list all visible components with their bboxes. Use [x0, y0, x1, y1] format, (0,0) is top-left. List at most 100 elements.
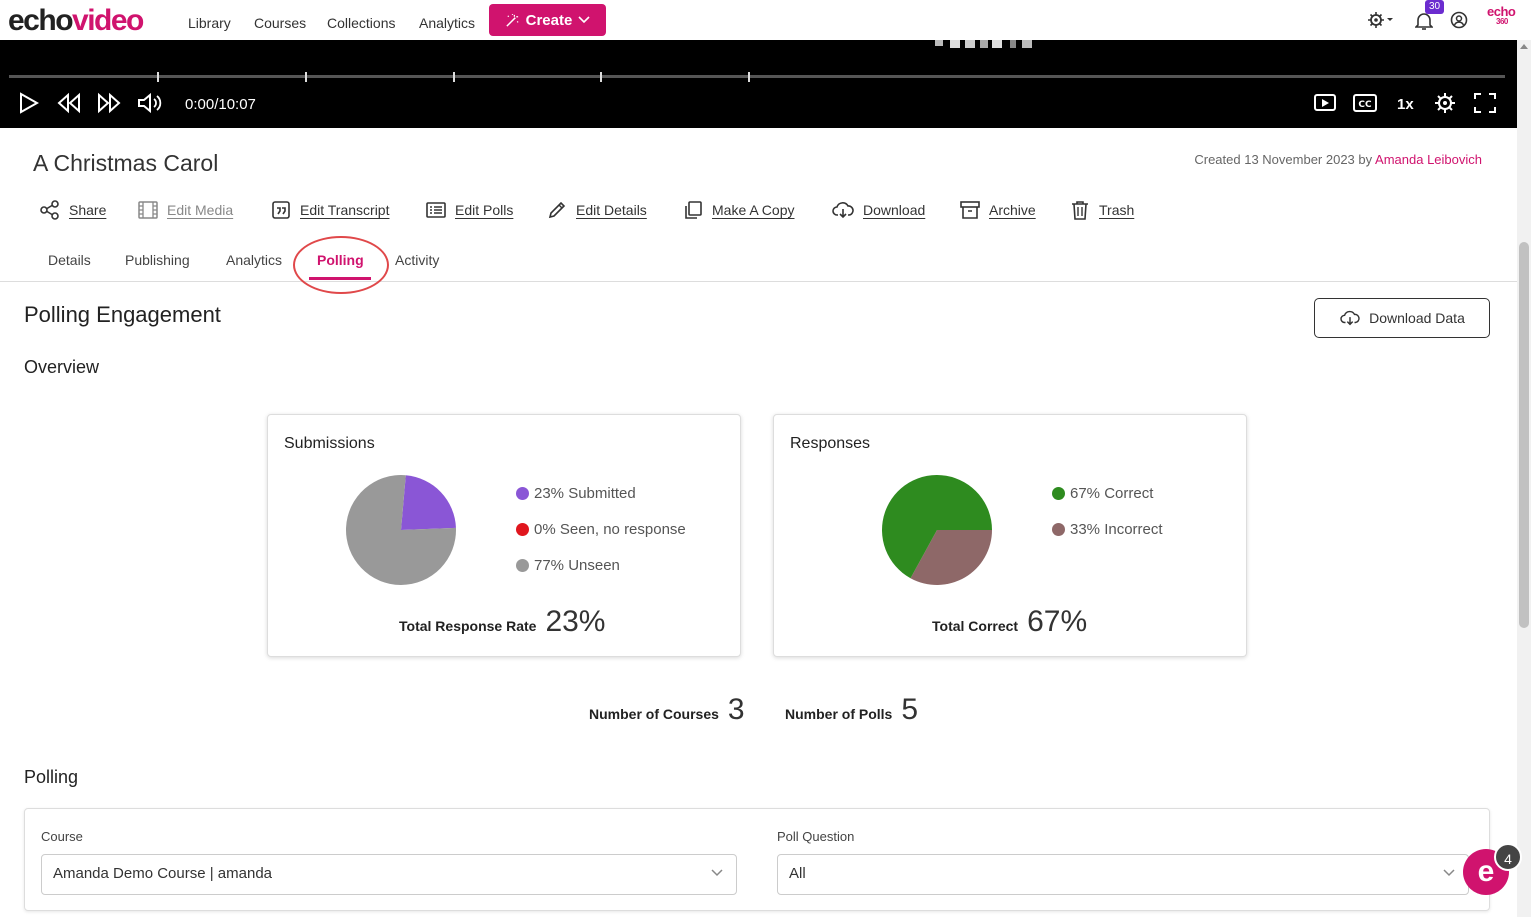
- video-scrub-bar[interactable]: [9, 75, 1505, 78]
- chapter-marker[interactable]: [305, 72, 307, 82]
- created-info: Created 13 November 2023 by Amanda Leibo…: [1194, 152, 1482, 167]
- nav-collections[interactable]: Collections: [327, 15, 396, 31]
- fast-forward-icon[interactable]: [96, 92, 122, 114]
- course-select[interactable]: Amanda Demo Course | amanda: [41, 854, 737, 895]
- player-settings-icon[interactable]: [1434, 92, 1456, 114]
- pie-slice: [346, 475, 456, 585]
- nav-courses[interactable]: Courses: [254, 15, 307, 31]
- submissions-card: Submissions 23% Submitted 0% Seen, no re…: [267, 414, 741, 657]
- tab-publishing[interactable]: Publishing: [125, 252, 190, 268]
- echo360-brand[interactable]: echo 360: [1487, 5, 1516, 27]
- courses-count-label: Number of Courses: [589, 706, 719, 722]
- edit-polls-label: Edit Polls: [455, 202, 514, 218]
- submissions-title: Submissions: [284, 435, 375, 452]
- create-button[interactable]: Create: [489, 4, 606, 36]
- make-a-copy-action[interactable]: Make A Copy: [683, 200, 795, 220]
- legend-unseen: 77% Unseen: [516, 557, 620, 574]
- submissions-pie-chart: [346, 475, 456, 585]
- legend-dot: [516, 523, 529, 536]
- tab-activity[interactable]: Activity: [395, 252, 440, 268]
- annotation-circle: [293, 236, 389, 294]
- chapter-marker[interactable]: [600, 72, 602, 82]
- chapter-marker[interactable]: [748, 72, 750, 82]
- copy-icon: [685, 201, 702, 219]
- quote-box-icon: [272, 201, 290, 219]
- chapter-marker[interactable]: [157, 72, 159, 82]
- logo-video-text: video: [72, 4, 144, 37]
- poll-question-select-value: All: [789, 865, 806, 882]
- edit-transcript-action[interactable]: Edit Transcript: [271, 200, 389, 220]
- legend-label: 77% Unseen: [534, 557, 620, 574]
- edit-polls-action[interactable]: Edit Polls: [426, 200, 513, 220]
- user-account-icon[interactable]: [1450, 11, 1468, 29]
- echovideo-logo[interactable]: echovideo: [8, 4, 144, 38]
- download-action[interactable]: Download: [832, 200, 925, 220]
- chevron-down-icon: [711, 869, 723, 877]
- notification-badge: 30: [1425, 0, 1444, 14]
- chat-widget-letter: e: [1477, 855, 1495, 888]
- edit-details-label: Edit Details: [576, 202, 647, 218]
- total-response-rate-value: 23%: [545, 605, 606, 638]
- total-response-rate-label: Total Response Rate: [399, 618, 537, 634]
- poll-question-select[interactable]: All: [777, 854, 1469, 895]
- archive-action[interactable]: Archive: [960, 200, 1036, 220]
- playback-time: 0:00/10:07: [185, 96, 256, 113]
- polling-filter-panel: Course Amanda Demo Course | amanda Poll …: [24, 808, 1490, 911]
- nav-library[interactable]: Library: [188, 15, 231, 31]
- bell-icon[interactable]: [1415, 11, 1433, 31]
- legend-label: 33% Incorrect: [1070, 521, 1163, 538]
- volume-icon[interactable]: [137, 92, 163, 114]
- create-label: Create: [525, 11, 573, 29]
- legend-submitted: 23% Submitted: [516, 485, 636, 502]
- svg-text:CC: CC: [1358, 100, 1372, 110]
- chevron-down-icon: [578, 16, 590, 24]
- course-select-label: Course: [41, 829, 83, 844]
- rewind-icon[interactable]: [56, 92, 82, 114]
- total-correct-value: 67%: [1027, 605, 1088, 638]
- page-scrollbar[interactable]: [1517, 40, 1531, 917]
- overview-heading: Overview: [24, 357, 100, 377]
- edit-media-label: Edit Media: [167, 202, 234, 218]
- total-correct-label: Total Correct: [932, 618, 1019, 634]
- scrollbar-thumb[interactable]: [1519, 242, 1529, 628]
- tab-analytics[interactable]: Analytics: [226, 252, 283, 268]
- share-action[interactable]: Share: [40, 200, 106, 220]
- film-icon: [138, 201, 158, 219]
- pie-slice: [910, 530, 992, 585]
- fullscreen-icon[interactable]: [1474, 93, 1496, 113]
- playback-speed[interactable]: 1x: [1397, 96, 1414, 113]
- video-player[interactable]: 0:00/10:07 CC 1x: [0, 40, 1517, 128]
- closed-captions-icon[interactable]: CC: [1353, 93, 1377, 113]
- chapter-marker[interactable]: [453, 72, 455, 82]
- archive-label: Archive: [989, 202, 1036, 218]
- scroll-up-arrow[interactable]: [1520, 44, 1528, 49]
- picture-in-picture-icon[interactable]: [1314, 93, 1336, 113]
- top-navigation: echovideo Library Courses Collections An…: [0, 0, 1531, 40]
- edit-media-action[interactable]: Edit Media: [138, 200, 233, 220]
- responses-title: Responses: [790, 435, 871, 452]
- magic-wand-icon: [505, 13, 519, 27]
- course-select-value: Amanda Demo Course | amanda: [53, 865, 273, 882]
- polling-section-heading: Polling: [24, 767, 79, 787]
- cloud-download-icon: [1340, 310, 1360, 326]
- courses-count-value: 3: [727, 693, 745, 726]
- total-response-rate: Total Response Rate 23%: [399, 605, 605, 639]
- legend-incorrect: 33% Incorrect: [1052, 521, 1163, 538]
- settings-menu-icon[interactable]: [1367, 10, 1395, 30]
- polls-count-label: Number of Polls: [785, 706, 893, 722]
- cloud-download-icon: [832, 202, 854, 219]
- brand-mark-bottom: 360: [1496, 17, 1508, 26]
- trash-icon: [1072, 201, 1088, 220]
- responses-card: Responses 67% Correct 33% Incorrect Tota…: [773, 414, 1247, 657]
- author-link[interactable]: Amanda Leibovich: [1375, 152, 1482, 167]
- share-icon: [40, 200, 59, 220]
- play-icon[interactable]: [19, 92, 39, 114]
- tab-details[interactable]: Details: [48, 252, 91, 268]
- download-data-button[interactable]: Download Data: [1314, 298, 1490, 338]
- edit-details-action[interactable]: Edit Details: [547, 200, 647, 220]
- trash-action[interactable]: Trash: [1070, 200, 1134, 220]
- nav-analytics[interactable]: Analytics: [419, 15, 476, 31]
- total-correct: Total Correct 67%: [932, 605, 1087, 639]
- legend-dot: [516, 487, 529, 500]
- page-title: Polling Engagement: [24, 302, 221, 327]
